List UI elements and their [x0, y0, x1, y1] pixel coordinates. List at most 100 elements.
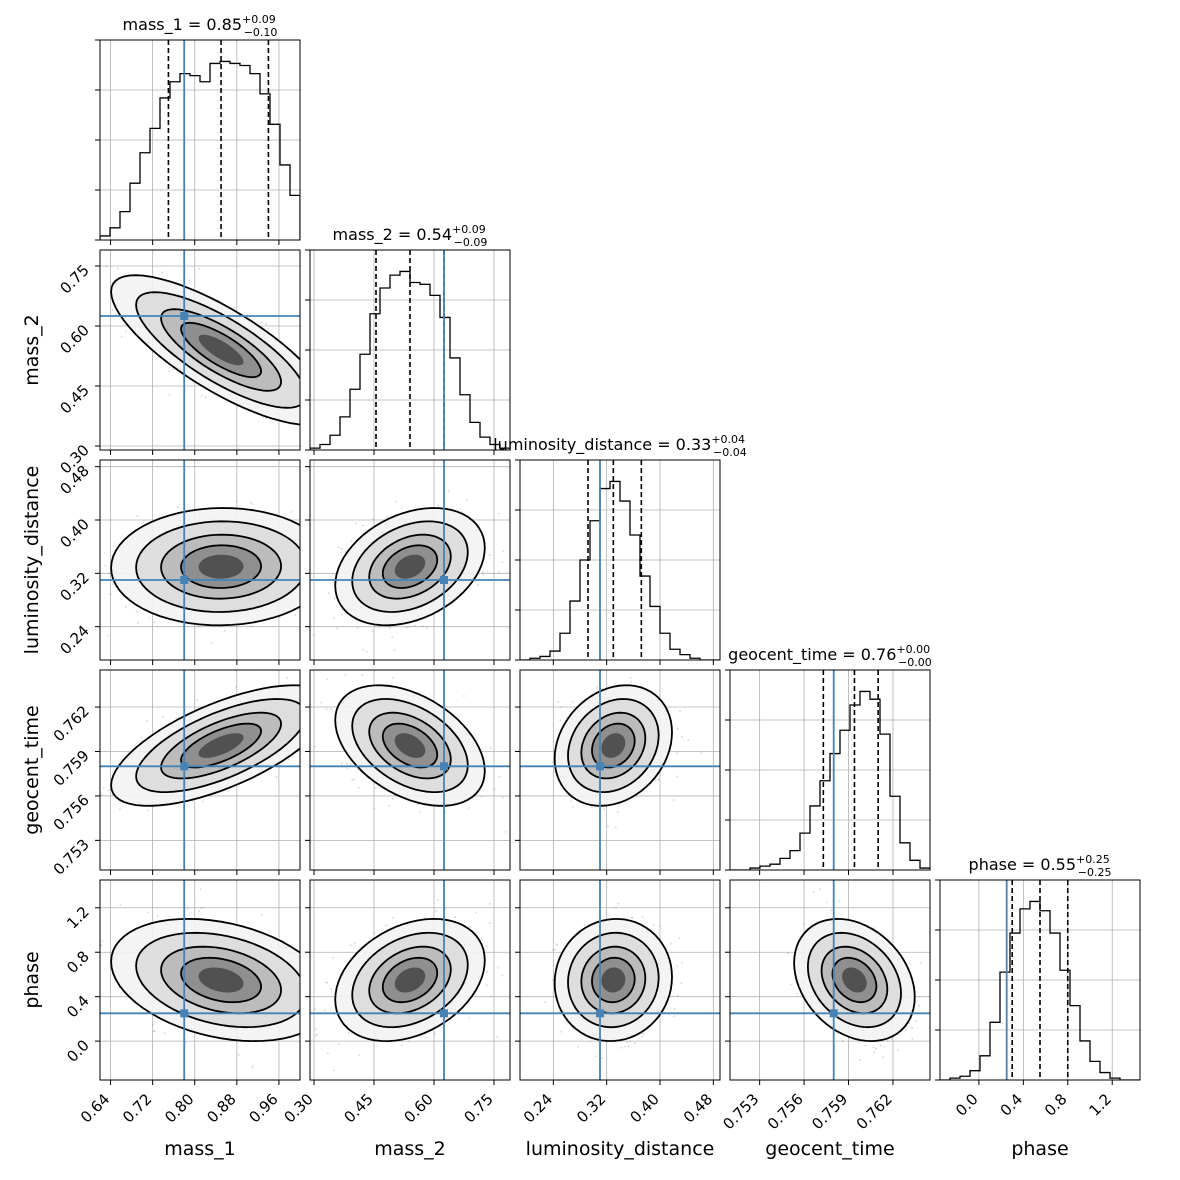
gridlines — [940, 880, 1140, 1080]
truth-marker — [440, 1009, 448, 1018]
x-tick-label: 0.4 — [997, 1090, 1027, 1120]
contour-level-4 — [601, 733, 626, 758]
x-tick-label: 0.32 — [573, 1090, 609, 1126]
scatter-point — [275, 776, 278, 778]
scatter-point — [316, 1033, 318, 1036]
scatter-point — [361, 674, 364, 676]
gridlines — [520, 460, 720, 660]
scatter-point — [148, 616, 150, 619]
y-axis-label-mass_2: mass_2 — [21, 314, 43, 386]
y-axis-label-phase: phase — [21, 951, 43, 1008]
scatter-point — [329, 718, 331, 720]
histogram-phase — [940, 900, 1140, 1080]
scatter-point — [486, 984, 488, 987]
scatter-point — [137, 621, 139, 624]
scatter-point — [388, 626, 391, 629]
panel-phase-vs-mass_2 — [305, 879, 511, 1085]
scatter-point — [322, 366, 324, 368]
scatter-point — [338, 546, 340, 549]
y-axis-label-geocent_time: geocent_time — [21, 705, 43, 834]
scatter-point — [571, 700, 574, 703]
scatter-point — [332, 957, 335, 959]
y-tick-label: 0.753 — [50, 835, 93, 878]
scatter-point — [676, 965, 678, 968]
x-tick-label: 0.756 — [764, 1090, 807, 1133]
scatter-point — [119, 808, 121, 811]
scatter-point — [260, 913, 263, 916]
scatter-point — [571, 1027, 574, 1030]
scatter-point — [106, 634, 109, 637]
scatter-point — [879, 1044, 882, 1047]
gridlines — [730, 670, 930, 870]
scatter-point — [475, 911, 478, 914]
scatter-point — [153, 621, 156, 624]
scatter-point — [882, 1056, 885, 1059]
density — [110, 684, 300, 807]
scatter-point — [883, 1045, 885, 1048]
scatter-point — [551, 978, 554, 981]
scatter-point — [315, 404, 317, 406]
panel-title-phase: phase = 0.55+0.25 −0.25 — [969, 853, 1112, 879]
scatter-point — [905, 1029, 907, 1032]
density — [334, 917, 486, 1043]
y-axis-label-luminosity_distance: luminosity_distance — [21, 466, 43, 655]
scatter-point — [830, 909, 833, 912]
scatter-point — [496, 1035, 498, 1038]
scatter-point — [317, 582, 319, 584]
scatter-point — [502, 550, 505, 553]
x-tick-label: 0.96 — [245, 1090, 281, 1126]
x-tick-label: 0.60 — [400, 1090, 436, 1126]
truth-lines — [730, 880, 930, 1080]
scatter-point — [658, 779, 660, 782]
scatter-point — [340, 762, 343, 765]
scatter-point — [673, 1015, 676, 1017]
scatter-point — [330, 687, 332, 689]
panel-frame — [309, 879, 511, 1081]
scatter-point — [485, 945, 488, 948]
scatter-point — [891, 1037, 893, 1040]
scatter-point — [251, 1064, 254, 1067]
density — [110, 274, 300, 426]
scatter-point — [321, 511, 323, 513]
scatter-point — [252, 503, 255, 505]
scatter-point — [330, 708, 333, 711]
scatter-point — [333, 708, 335, 710]
scatter-point — [589, 1040, 592, 1043]
scatter-point — [864, 1044, 867, 1047]
truth-marker — [440, 576, 448, 584]
scatter-point — [873, 927, 876, 930]
truth-lines — [520, 880, 720, 1080]
scatter-point — [675, 752, 678, 754]
x-tick-label: 0.762 — [853, 1090, 896, 1133]
contour-level-4 — [198, 334, 244, 366]
scatter-point — [161, 271, 164, 274]
scatter-point — [672, 799, 675, 801]
scatter-point — [315, 698, 317, 700]
scatter-point — [108, 572, 111, 575]
scatter-point — [197, 625, 200, 628]
scatter-point — [401, 507, 403, 509]
scatter-point — [314, 745, 317, 748]
panel-mass_2-vs-mass_1 — [95, 249, 324, 455]
scatter-point — [395, 500, 398, 503]
scatter-point — [872, 1046, 875, 1049]
histogram-luminosity_distance — [520, 480, 720, 660]
scatter-point — [278, 616, 281, 619]
scatter-point — [210, 641, 213, 644]
y-tick-label: 0.756 — [50, 791, 93, 834]
scatter-point — [630, 680, 632, 683]
scatter-point — [235, 686, 238, 688]
scatter-point — [338, 554, 340, 556]
scatter-point — [490, 995, 493, 998]
scatter-point — [417, 803, 420, 806]
scatter-point — [312, 577, 314, 579]
hist-panel-geocent_time — [725, 669, 931, 875]
scatter-point — [96, 599, 98, 601]
scatter-point — [327, 592, 330, 595]
x-tick-label: 0.75 — [460, 1090, 496, 1126]
scatter-point — [290, 511, 293, 513]
scatter-point — [196, 699, 199, 702]
y-tick-label: 0.75 — [56, 261, 92, 297]
scatter-point — [332, 1069, 335, 1072]
x-tick-label: 0.30 — [280, 1090, 316, 1126]
